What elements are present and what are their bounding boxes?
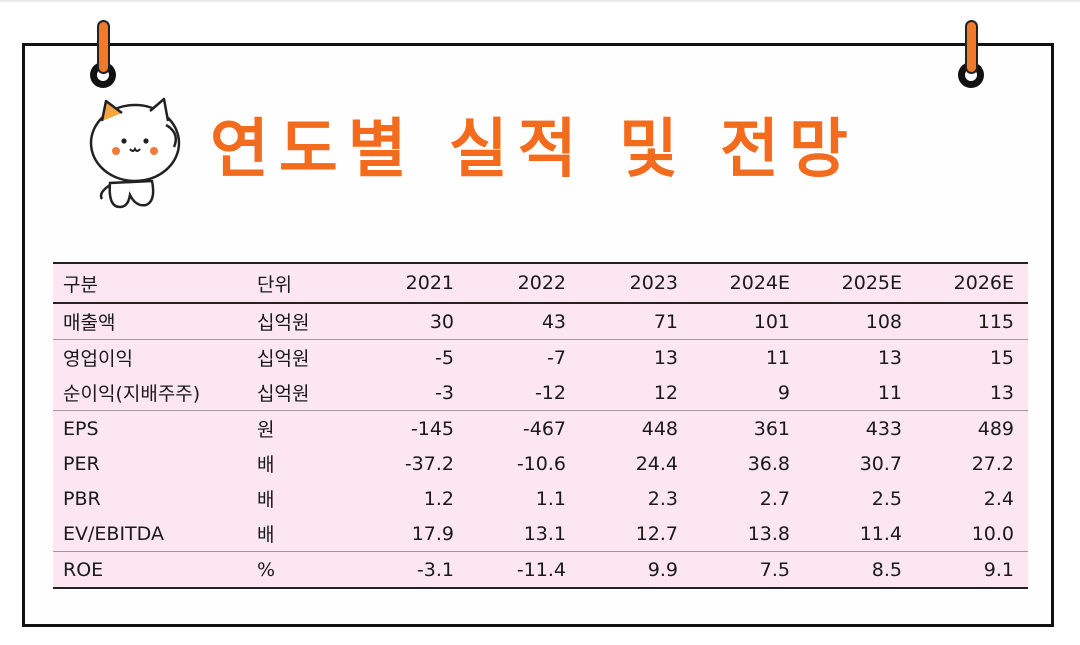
header-category: 구분 (63, 273, 98, 296)
value-cell: 17.9 (411, 522, 454, 545)
row-unit: 십억원 (247, 339, 356, 375)
value-cell: 12.7 (635, 522, 678, 545)
financial-table-container: 구분 단위 2021 2022 2023 2024E 2025E 2026E 매… (53, 262, 1028, 589)
value-cell: 12 (653, 381, 678, 404)
table-row: PER 배 -37.2 -10.6 24.4 36.8 30.7 27.2 (53, 446, 1028, 481)
value-cell: 11.4 (859, 522, 902, 545)
value-cell: 433 (804, 410, 916, 446)
value-cell: -145 (356, 410, 468, 446)
value-cell: 71 (653, 310, 678, 333)
row-label: 영업이익 (53, 339, 247, 375)
row-label: 매출액 (63, 312, 116, 334)
value-cell: 115 (977, 310, 1014, 333)
value-cell: -7 (468, 339, 580, 375)
financial-table: 구분 단위 2021 2022 2023 2024E 2025E 2026E 매… (53, 262, 1028, 589)
row-label: 순이익(지배주주) (63, 383, 201, 405)
value-cell: 13 (989, 381, 1014, 404)
value-cell: 2.3 (647, 487, 678, 510)
header-year: 2025E (841, 272, 902, 294)
value-cell: -12 (534, 381, 566, 404)
peg-icon-right (965, 20, 978, 74)
value-cell: -3.1 (356, 551, 468, 589)
value-cell: 30 (429, 310, 454, 333)
row-label: PBR (63, 487, 101, 510)
table-header-row: 구분 단위 2021 2022 2023 2024E 2025E 2026E (53, 263, 1028, 303)
value-cell: -11.4 (468, 551, 580, 589)
value-cell: -467 (468, 410, 580, 446)
table-row: 매출액 십억원 30 43 71 101 108 115 (53, 303, 1028, 340)
value-cell: 36.8 (747, 452, 790, 475)
row-label: PER (63, 452, 100, 475)
value-cell: -10.6 (516, 452, 566, 475)
row-unit: 원 (247, 410, 356, 446)
value-cell: 10.0 (971, 522, 1014, 545)
top-divider (0, 0, 1080, 2)
row-unit: 배 (257, 524, 275, 546)
row-unit: 배 (257, 454, 275, 476)
value-cell: 13 (804, 339, 916, 375)
mascot-cat-icon (89, 97, 181, 209)
value-cell: 43 (541, 310, 566, 333)
value-cell: 1.1 (535, 487, 566, 510)
value-cell: 24.4 (635, 452, 678, 475)
value-cell: 9.9 (580, 551, 692, 589)
value-cell: 13.8 (747, 522, 790, 545)
value-cell: 2.7 (759, 487, 790, 510)
page-title: 연도별 실적 및 전망 (210, 113, 858, 187)
value-cell: -37.2 (404, 452, 454, 475)
value-cell: 108 (865, 310, 902, 333)
header-year: 2024E (729, 272, 790, 294)
table-row: 순이익(지배주주) 십억원 -3 -12 12 9 11 13 (53, 375, 1028, 411)
row-unit: 십억원 (257, 383, 310, 405)
row-label: EPS (53, 410, 247, 446)
peg-icon-left (97, 20, 110, 74)
row-unit: 배 (257, 489, 275, 511)
row-unit: 십억원 (257, 312, 310, 334)
value-cell: 30.7 (859, 452, 902, 475)
header-year: 2026E (953, 272, 1014, 294)
row-unit: % (247, 551, 356, 589)
value-cell: 7.5 (692, 551, 804, 589)
table-row: EPS 원 -145 -467 448 361 433 489 (53, 410, 1028, 446)
table-row: EV/EBITDA 배 17.9 13.1 12.7 13.8 11.4 10.0 (53, 516, 1028, 552)
value-cell: 15 (916, 339, 1028, 375)
header-year: 2022 (517, 272, 566, 294)
value-cell: 2.5 (871, 487, 902, 510)
header-unit: 단위 (257, 273, 292, 296)
value-cell: 13.1 (523, 522, 566, 545)
value-cell: 489 (916, 410, 1028, 446)
table-row: 영업이익 십억원 -5 -7 13 11 13 15 (53, 339, 1028, 375)
value-cell: 2.4 (983, 487, 1014, 510)
value-cell: 11 (692, 339, 804, 375)
value-cell: 11 (877, 381, 902, 404)
header-year: 2023 (629, 272, 678, 294)
value-cell: 448 (580, 410, 692, 446)
table-row: ROE% -3.1 -11.4 9.9 7.5 8.5 9.1 (53, 551, 1028, 589)
value-cell: -3 (435, 381, 454, 404)
row-label: ROE (53, 551, 247, 589)
value-cell: 8.5 (804, 551, 916, 589)
table-row: PBR 배 1.2 1.1 2.3 2.7 2.5 2.4 (53, 481, 1028, 516)
header-year: 2021 (405, 272, 454, 294)
value-cell: 27.2 (971, 452, 1014, 475)
value-cell: 1.2 (423, 487, 454, 510)
value-cell: -5 (356, 339, 468, 375)
value-cell: 9.1 (916, 551, 1028, 589)
value-cell: 101 (753, 310, 790, 333)
value-cell: 361 (692, 410, 804, 446)
row-label: EV/EBITDA (63, 522, 164, 545)
value-cell: 9 (777, 381, 790, 404)
value-cell: 13 (580, 339, 692, 375)
